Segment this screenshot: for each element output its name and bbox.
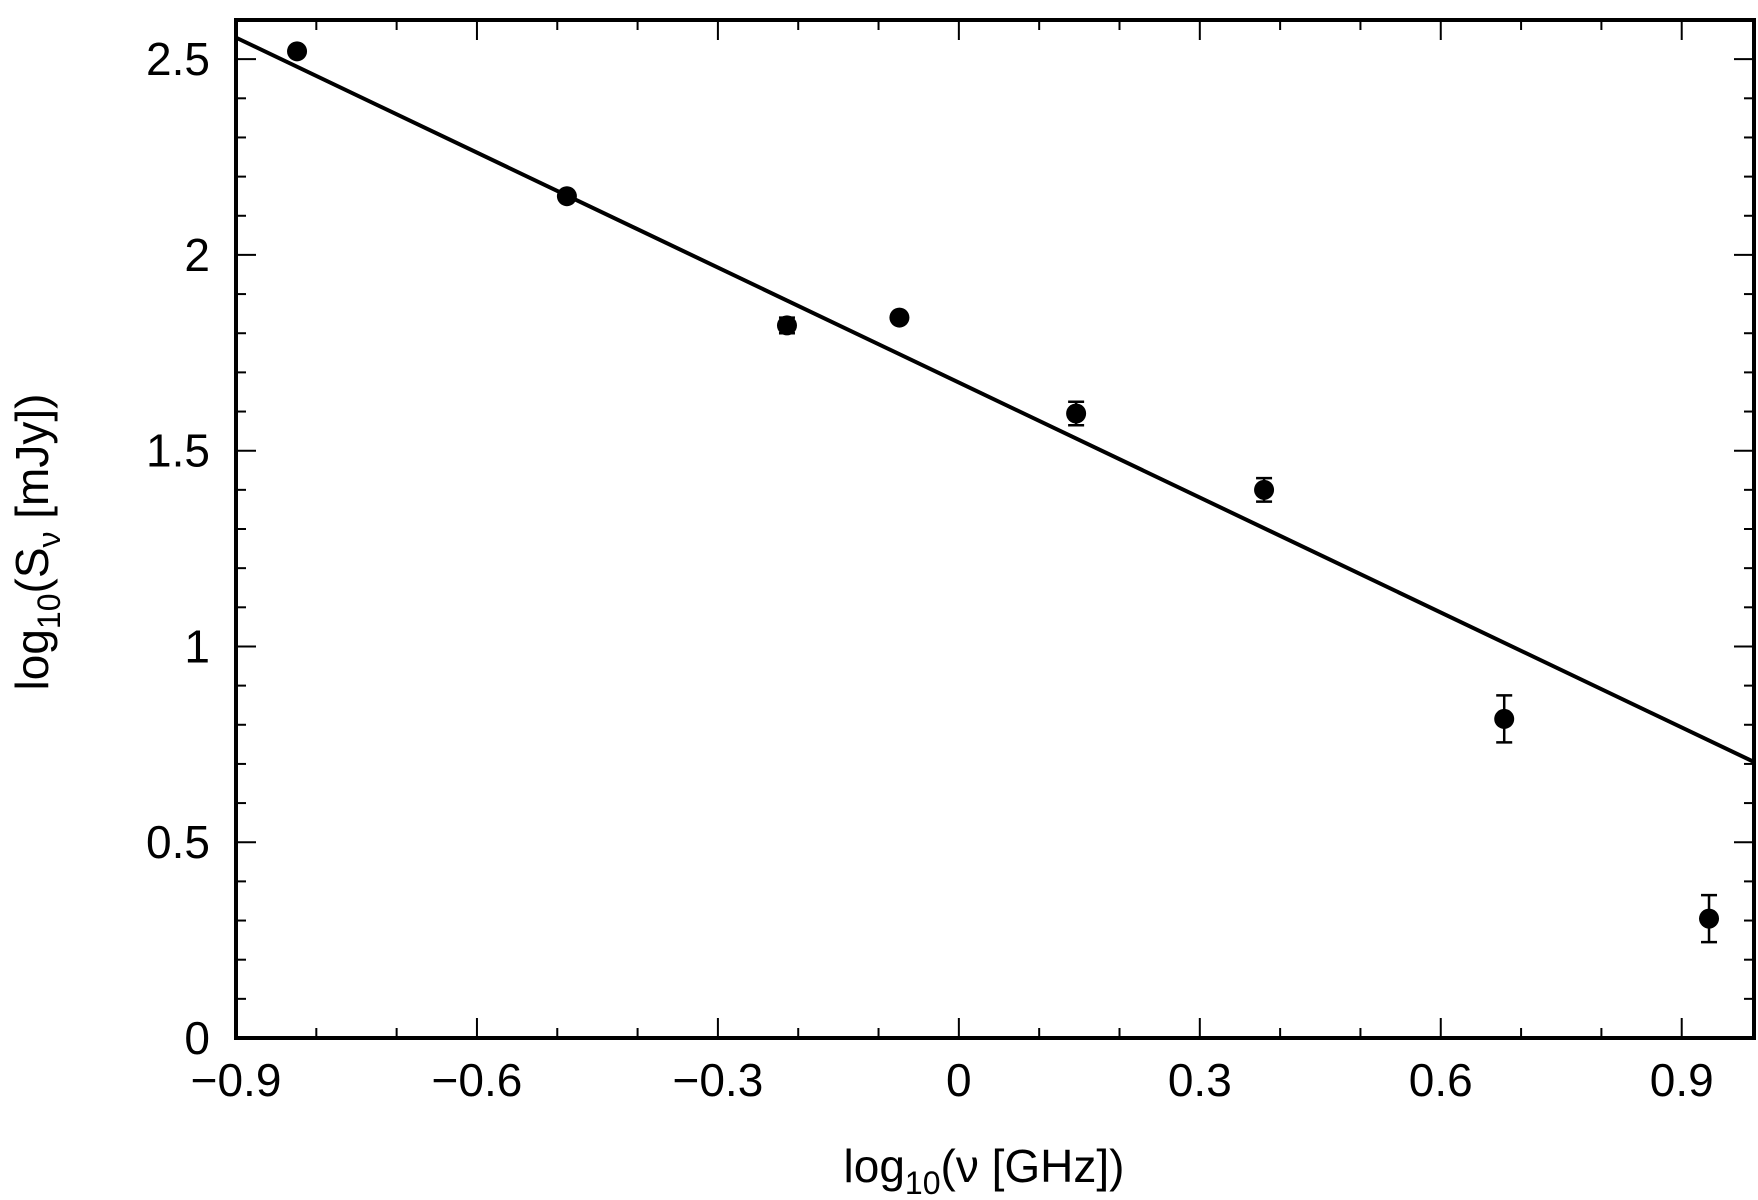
data-point [1254,479,1275,500]
x-tick-label: 0.9 [1650,1054,1714,1106]
y-tick-label: 0.5 [146,816,210,868]
x-axis-title-subscript: 10 [905,1165,941,1200]
y-tick-label: 1.5 [146,425,210,477]
x-tick-label: −0.9 [191,1054,282,1106]
x-tick-label: 0.6 [1409,1054,1473,1106]
fit-line-layer [235,35,1755,764]
x-axis-title-prefix: log [844,1140,905,1192]
y-axis-title-mid: (S [6,548,58,594]
y-tick-label: 2 [184,229,210,281]
fit-line [235,35,1755,764]
y-axis-title-subscript-nu: ν [31,532,67,548]
data-point [776,315,797,336]
data-point [287,41,308,62]
x-tick-label: −0.3 [672,1054,763,1106]
x-tick-label: 0.3 [1168,1054,1232,1106]
x-axis-title-suffix: (ν [GHz]) [941,1140,1125,1192]
y-axis-title: log10(Sν [mJy]) [6,394,67,691]
y-axis-title-suffix: [mJy]) [6,394,58,532]
y-tick-label: 1 [184,620,210,672]
x-tick-label: 0 [946,1054,972,1106]
y-tick-label: 2.5 [146,33,210,85]
y-tick-label: 0 [184,1012,210,1064]
data-point [1066,403,1087,424]
data-point [889,307,910,328]
data-point [556,186,577,207]
x-tick-label: −0.6 [432,1054,523,1106]
data-points-layer [287,41,1720,944]
x-axis-title: log10(ν [GHz]) [844,1140,1125,1200]
ticks-layer [235,19,1754,1039]
y-axis-title-prefix: log [6,629,58,690]
y-axis-title-subscript: 10 [31,594,67,630]
y-tick-labels: 0 0.5 1 1.5 2 2.5 [146,33,210,1064]
x-tick-labels: −0.9 −0.6 −0.3 0 0.3 0.6 0.9 [191,1054,1714,1106]
data-point [1699,908,1720,929]
data-point [1494,708,1515,729]
plot-frame [234,18,1756,1040]
